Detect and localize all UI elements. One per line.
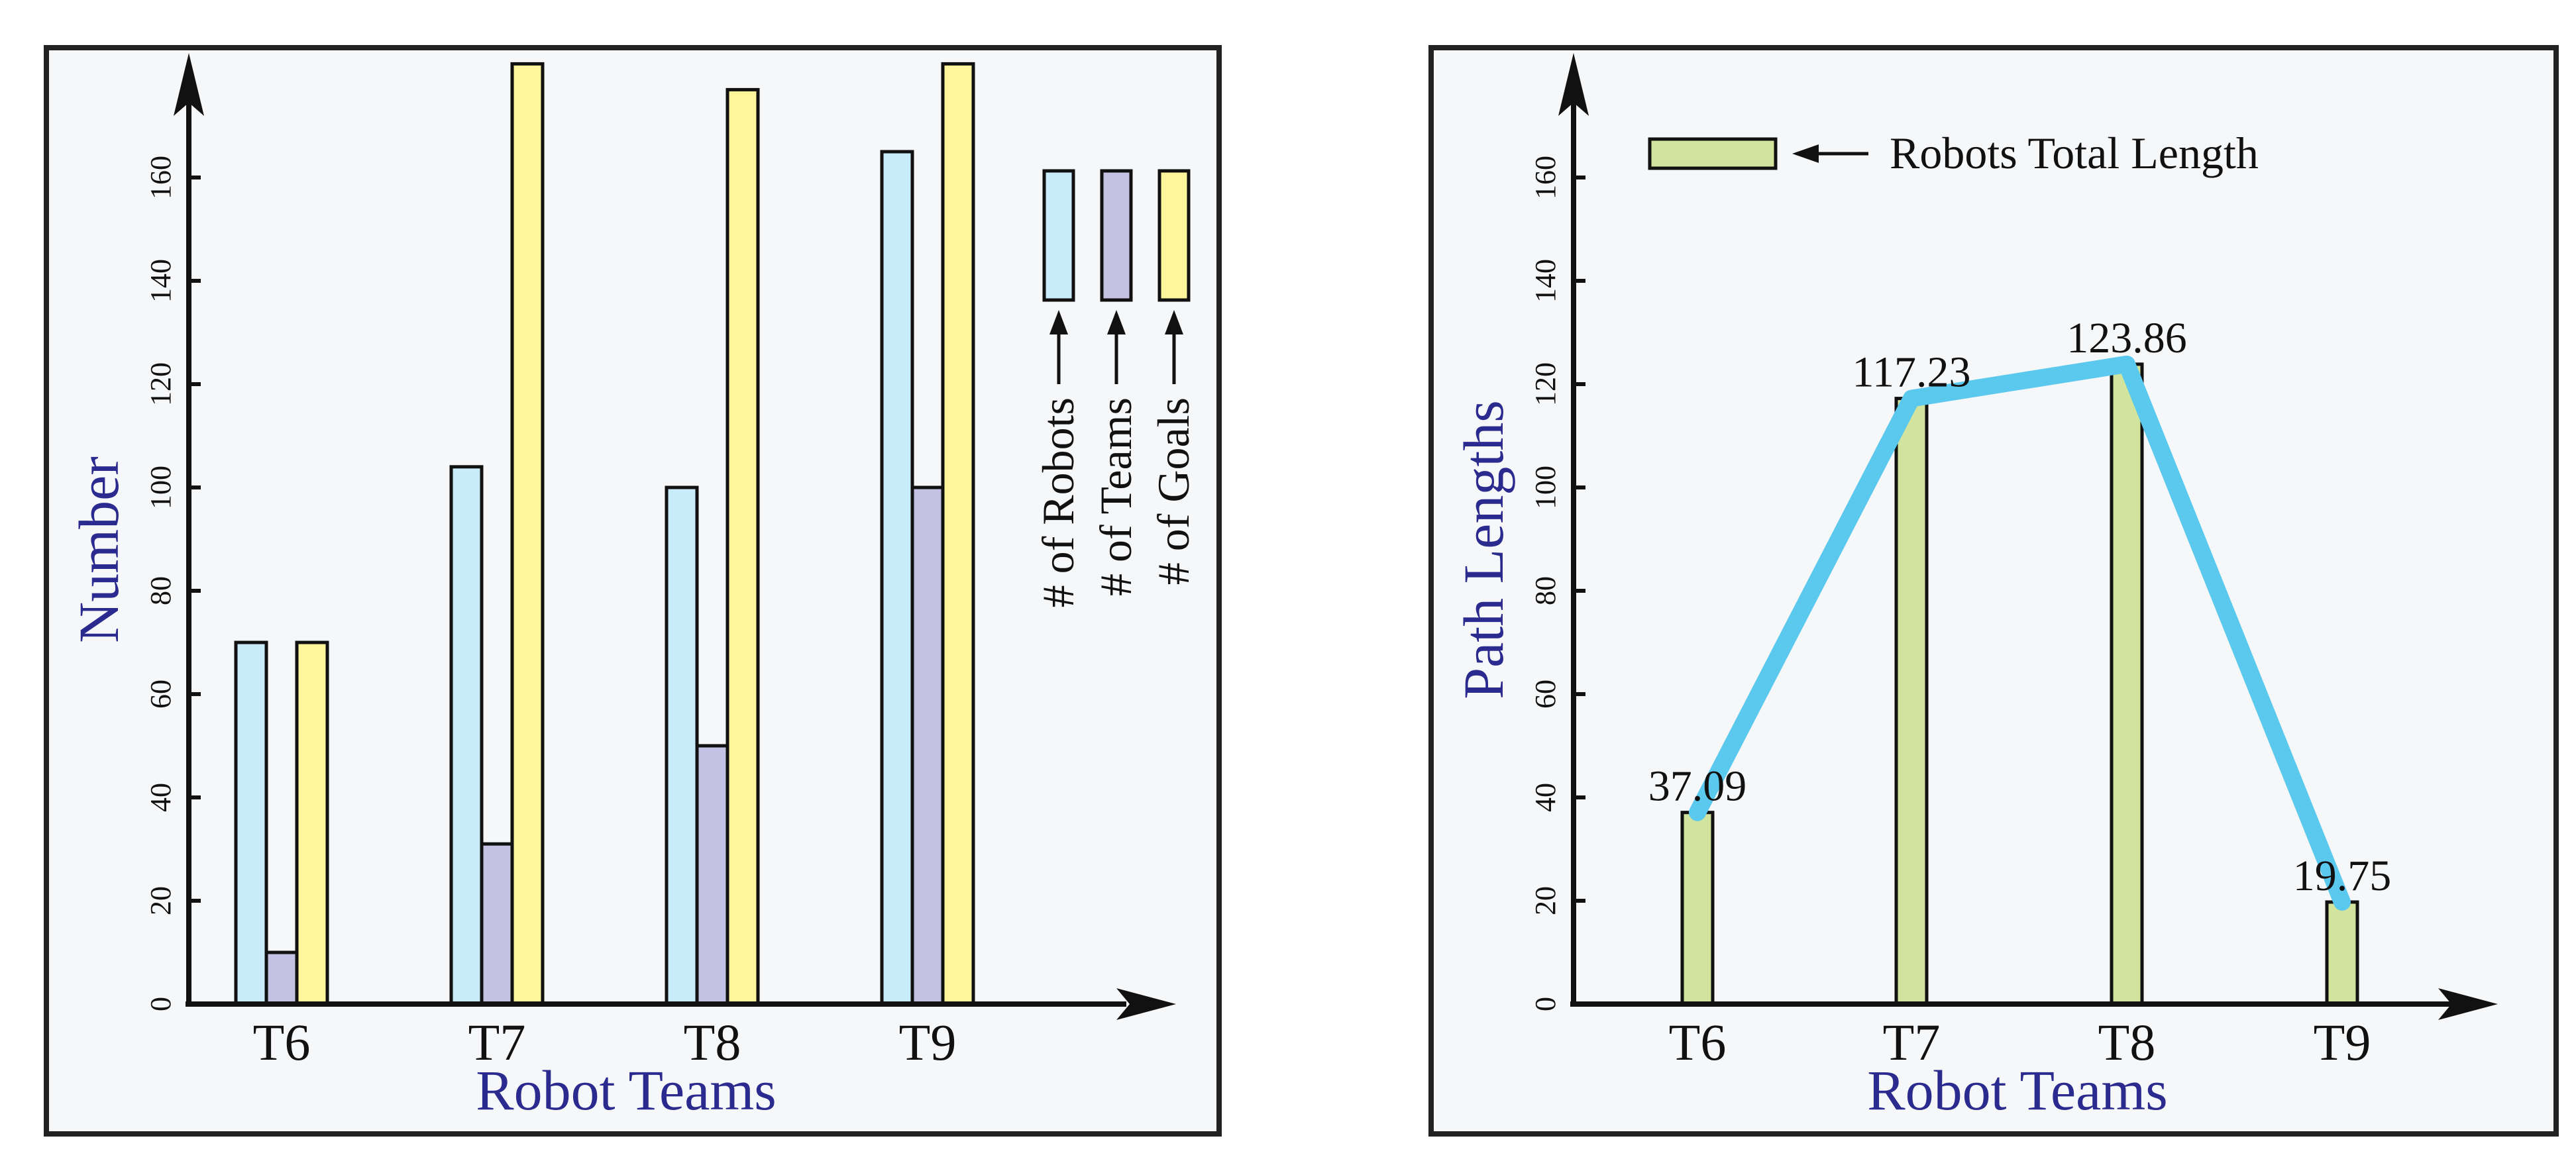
legend-label: # of Robots: [1033, 397, 1083, 607]
bar: [234, 640, 268, 1006]
bar: [910, 485, 945, 1006]
data-labels: 37.09 117.23 123.86 19.75: [1648, 314, 2392, 900]
y-axis-title: Number: [67, 456, 131, 643]
bar: [2110, 362, 2144, 1006]
y-tick-label: 140: [144, 259, 177, 303]
y-tick-label: 0: [144, 997, 177, 1011]
trend-line-group: [1689, 355, 2351, 911]
legend-label: Robots Total Length: [1890, 128, 2259, 178]
y-tick-labels: 0 20 40 60 80 100 120 140 160: [144, 156, 201, 1011]
x-tick-label: T7: [1883, 1013, 1941, 1071]
y-tick-label: 140: [1529, 259, 1562, 303]
x-tick-labels: T6 T7 T8 T9: [1669, 1013, 2371, 1071]
bar: [449, 465, 484, 1006]
legend-swatch: [1157, 169, 1191, 302]
y-axis-arrow-icon: [1558, 53, 1589, 116]
chart-panel-left: 0 20 40 60 80 100 120 140 160 T6 T7 T8 T9 Robot Tea…: [44, 45, 1222, 1137]
bar: [665, 485, 699, 1006]
bar: [2325, 900, 2359, 1006]
y-axis-title: Path Lengths: [1452, 400, 1515, 699]
y-tick-label: 80: [144, 576, 177, 605]
y-tick-label: 20: [144, 886, 177, 915]
chart-panel-right: 0 20 40 60 80 100 120 140 160 37.09 117.23 123.86 1…: [1428, 45, 2559, 1137]
x-tick-label: T8: [684, 1013, 741, 1071]
y-tick-label: 40: [1529, 783, 1562, 812]
y-tick-label: 60: [144, 680, 177, 709]
data-label: 123.86: [2066, 314, 2187, 362]
y-tick-label: 100: [144, 466, 177, 509]
panel-frame: [1428, 45, 2559, 1137]
legend: Robots Total Length: [1648, 128, 2259, 178]
y-tick-label: 60: [1529, 680, 1562, 709]
x-tick-label: T8: [2098, 1013, 2156, 1071]
y-tick-label: 80: [1529, 576, 1562, 605]
y-tick-label: 0: [1529, 997, 1562, 1011]
y-tick-label: 160: [1529, 156, 1562, 199]
bars: [234, 62, 975, 1006]
legend-label: # of Goals: [1148, 397, 1199, 585]
data-label: 19.75: [2293, 852, 2392, 900]
legend-swatch: [1648, 137, 1778, 170]
legend-arrowhead-icon: [1049, 310, 1068, 334]
x-axis-title: Robot Teams: [476, 1058, 776, 1122]
x-tick-label: T9: [2314, 1013, 2371, 1071]
y-tick-label: 160: [144, 156, 177, 199]
x-tick-label: T9: [899, 1013, 957, 1071]
x-axis-arrow-icon: [2438, 988, 2498, 1020]
trend-line: [1689, 355, 2351, 911]
legend: # of Robots # of Teams # of Goals: [1033, 169, 1199, 607]
y-tick-label: 20: [1529, 886, 1562, 915]
bar: [510, 62, 545, 1006]
bar: [1680, 811, 1715, 1006]
y-tick-label: 100: [1529, 466, 1562, 509]
bar: [480, 842, 514, 1006]
bar: [941, 62, 975, 1006]
legend-arrowhead-icon: [1792, 144, 1819, 163]
x-tick-label: T6: [253, 1013, 311, 1071]
y-tick-label: 120: [1529, 362, 1562, 406]
legend-arrowhead-icon: [1107, 310, 1126, 334]
x-tick-label: T7: [468, 1013, 526, 1071]
bar: [295, 640, 329, 1006]
bar: [880, 150, 914, 1006]
bar: [1894, 397, 1929, 1006]
legend-label: # of Teams: [1091, 397, 1141, 596]
x-tick-label: T6: [1669, 1013, 1727, 1071]
bar: [264, 950, 299, 1006]
legend-arrowhead-icon: [1165, 310, 1183, 334]
data-label: 37.09: [1648, 762, 1747, 811]
x-axis-title: Robot Teams: [1867, 1058, 2167, 1122]
legend-swatch: [1042, 169, 1075, 302]
y-tick-label: 120: [144, 362, 177, 406]
bar: [695, 744, 729, 1006]
x-tick-labels: T6 T7 T8 T9: [253, 1013, 957, 1071]
bar: [725, 87, 760, 1006]
y-tick-label: 40: [144, 783, 177, 812]
data-label: 117.23: [1852, 348, 1970, 397]
x-axis-arrow-icon: [1116, 988, 1176, 1020]
legend-swatch: [1100, 169, 1133, 302]
y-axis-arrow-icon: [174, 53, 204, 116]
